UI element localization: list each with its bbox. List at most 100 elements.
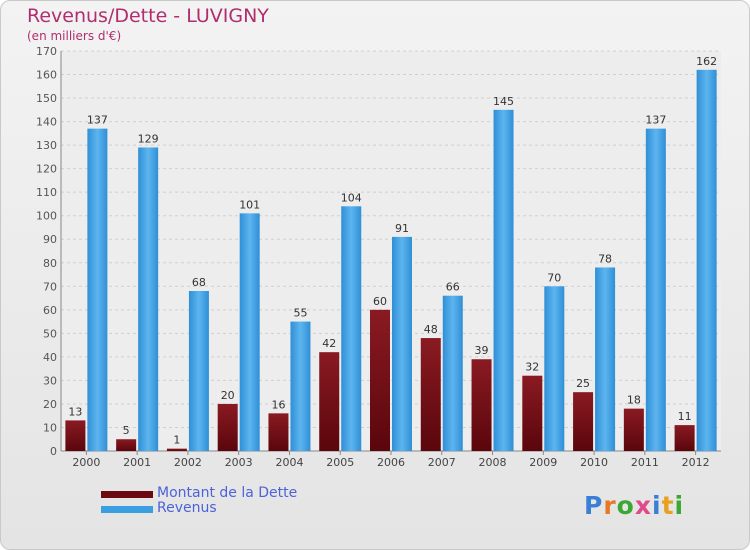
x-tick-label: 2010 [580,456,608,469]
data-label-dette: 20 [221,389,235,402]
y-tick-label: 160 [36,69,57,82]
data-label-dette: 32 [525,361,539,374]
bar-dette [674,425,695,451]
bar-revenus [645,128,666,451]
data-label-dette: 60 [373,295,387,308]
legend-swatch-dette [101,491,153,498]
x-tick-label: 2006 [377,456,405,469]
y-tick-label: 130 [36,139,57,152]
x-tick-label: 2001 [123,456,151,469]
data-label-dette: 1 [173,434,180,447]
bar-dette [573,392,594,451]
logo-letter: i [674,491,685,520]
data-label-dette: 11 [678,410,692,423]
y-tick-label: 50 [43,327,57,340]
bar-dette [65,420,86,451]
data-label-dette: 25 [576,377,590,390]
data-label-revenus: 70 [547,271,561,284]
bar-dette [370,309,390,451]
legend-label-dette: Montant de la Dette [157,485,298,501]
bar-revenus [341,206,362,451]
bar-dette [166,448,187,451]
y-tick-label: 80 [43,257,57,270]
y-tick-label: 140 [36,116,57,129]
bar-revenus [239,213,260,451]
x-tick-label: 2004 [275,456,303,469]
y-tick-label: 70 [43,280,57,293]
data-label-dette: 48 [424,323,438,336]
bar-dette [522,375,543,451]
x-tick-label: 2007 [428,456,456,469]
x-tick-label: 2003 [225,456,253,469]
bar-dette [471,359,492,451]
bar-revenus [290,321,311,451]
data-label-revenus: 66 [446,281,460,294]
data-label-revenus: 91 [395,222,409,235]
bar-revenus [595,267,616,451]
y-tick-label: 90 [43,233,57,246]
bar-dette [116,439,137,451]
y-tick-label: 30 [43,374,57,387]
legend-label-revenus: Revenus [157,500,217,516]
data-label-dette: 18 [627,394,641,407]
data-label-dette: 42 [322,337,336,350]
x-tick-label: 2012 [682,456,710,469]
logo-letter: r [603,491,617,520]
data-label-revenus: 162 [696,55,717,68]
data-label-revenus: 78 [598,252,612,265]
x-tick-label: 2000 [72,456,100,469]
data-label-revenus: 101 [239,198,260,211]
data-label-revenus: 104 [341,191,362,204]
data-label-revenus: 145 [493,95,514,108]
plot-area [61,51,721,451]
legend-swatch-revenus [101,506,153,513]
bar-revenus [138,147,159,451]
data-label-dette: 39 [475,344,489,357]
data-label-revenus: 55 [293,307,307,320]
data-label-revenus: 68 [192,276,206,289]
chart-title: Revenus/Dette - LUVIGNY [27,5,269,27]
data-label-revenus: 137 [87,114,108,127]
data-label-revenus: 129 [138,132,159,145]
bar-revenus [87,128,108,451]
bar-dette [623,408,644,451]
bar-revenus [392,236,412,451]
y-tick-label: 40 [43,351,57,364]
y-tick-label: 110 [36,186,57,199]
x-tick-label: 2008 [479,456,507,469]
logo-letter: i [652,491,662,520]
y-tick-label: 10 [43,421,57,434]
x-tick-label: 2009 [529,456,557,469]
y-tick-label: 100 [36,210,57,223]
bar-dette [217,403,238,451]
bar-revenus [493,109,514,451]
bar-revenus [696,69,717,451]
bar-dette [420,338,441,451]
x-tick-label: 2002 [174,456,202,469]
data-label-dette: 13 [68,405,82,418]
x-tick-label: 2005 [326,456,354,469]
data-label-dette: 16 [271,398,285,411]
chart-subtitle: (en milliers d'€) [27,29,122,43]
y-tick-label: 170 [36,45,57,58]
data-label-dette: 5 [123,424,130,437]
y-tick-label: 120 [36,163,57,176]
logo-letter: P [584,491,604,520]
logo-letter: x [634,491,652,520]
bar-revenus [188,291,209,451]
bar-dette [268,413,289,451]
bar-revenus [442,295,463,451]
proxiti-logo: Proxiti [584,491,684,520]
logo-letter: t [661,491,675,520]
y-tick-label: 20 [43,398,57,411]
bar-revenus [544,286,565,451]
bar-dette [319,352,340,451]
logo-letter: o [616,491,635,520]
y-tick-label: 0 [50,445,57,458]
y-tick-label: 150 [36,92,57,105]
data-label-revenus: 137 [645,114,666,127]
y-tick-label: 60 [43,304,57,317]
x-tick-label: 2011 [631,456,659,469]
